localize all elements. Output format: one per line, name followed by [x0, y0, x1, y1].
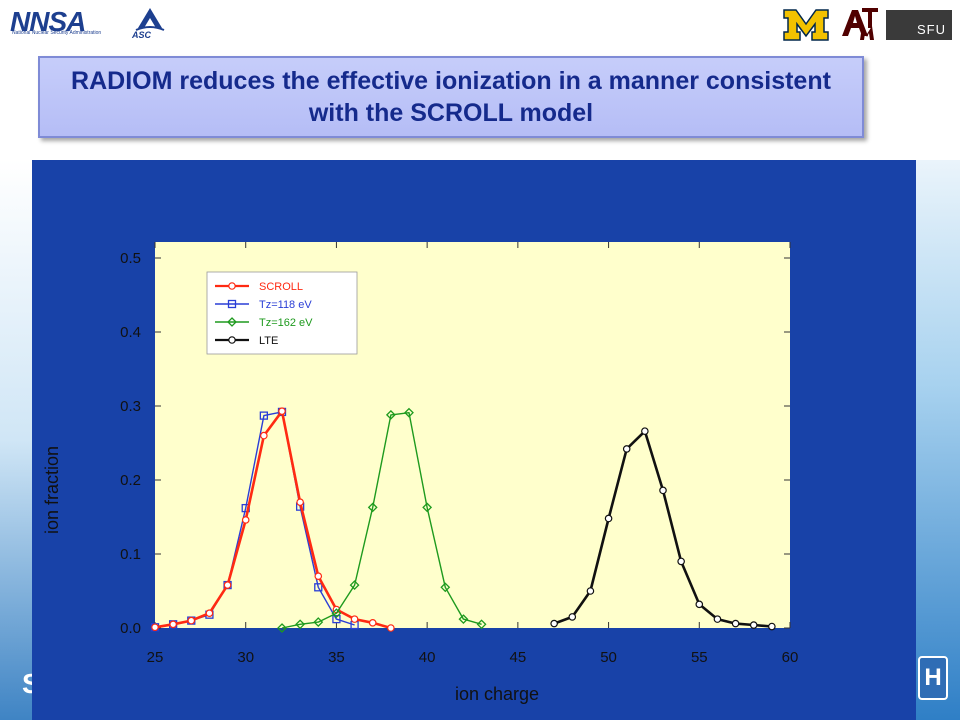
y-tick-label: 0.4 — [120, 324, 141, 341]
x-tick-label: 35 — [328, 649, 345, 666]
decoration-badge: H — [918, 656, 948, 700]
data-point — [241, 516, 250, 524]
data-point — [228, 336, 236, 344]
slide-title: RADIOM reduces the effective ionization … — [71, 67, 831, 127]
data-point — [568, 613, 577, 621]
legend-label: Tz=118 eV — [259, 299, 312, 311]
sfu-logo-text: SFU — [917, 22, 946, 37]
data-point — [659, 486, 667, 495]
left-decoration — [0, 160, 32, 720]
y-tick-label: 0.1 — [120, 546, 141, 563]
data-point — [151, 623, 159, 632]
data-point — [731, 619, 740, 628]
x-tick-label: 40 — [419, 649, 436, 666]
series-lte — [550, 427, 776, 631]
data-point — [695, 600, 704, 609]
data-point — [440, 582, 451, 593]
data-point — [223, 581, 232, 589]
data-point — [313, 617, 324, 627]
y-tick-label: 0.5 — [120, 250, 141, 267]
nnsa-logo-subtitle: National Nuclear Security Administration — [12, 30, 102, 36]
data-point — [332, 614, 341, 624]
data-point — [187, 616, 196, 625]
data-point — [277, 623, 287, 633]
data-point — [550, 619, 558, 628]
data-point — [458, 614, 469, 625]
x-tick-label: 25 — [147, 649, 164, 666]
data-point — [314, 572, 323, 581]
data-point — [259, 411, 269, 420]
data-point — [260, 431, 268, 440]
data-point — [385, 409, 396, 420]
data-point — [404, 407, 414, 418]
data-point — [295, 619, 306, 630]
ion-fraction-chart: 0.0 0.1 0.2 0.3 0.4 0.5 25 30 35 40 45 50 55 60 SCROL… — [42, 242, 799, 704]
x-axis-label: ion charge — [455, 684, 539, 704]
data-point — [768, 622, 776, 631]
title-box: RADIOM reduces the effective ionization … — [38, 56, 864, 138]
data-point — [749, 621, 758, 629]
texas-am-logo-icon — [842, 8, 878, 40]
sfu-logo: SFU — [886, 10, 952, 40]
legend-label: SCROLL — [259, 281, 303, 293]
data-point — [367, 502, 378, 513]
x-tick-label: 55 — [691, 649, 708, 666]
data-point — [368, 619, 377, 627]
data-point — [278, 407, 286, 415]
logo-bar: NNSA National Nuclear Security Administr… — [0, 0, 960, 48]
michigan-logo-icon — [783, 9, 829, 41]
y-tick-label: 0.0 — [120, 620, 141, 637]
nnsa-logo: NNSA — [10, 6, 86, 38]
y-tick-label: 0.3 — [120, 398, 141, 415]
data-point — [622, 445, 631, 453]
data-point — [227, 317, 237, 327]
legend-label: LTE — [259, 335, 278, 347]
asc-logo-label: ASC — [132, 30, 152, 40]
data-point — [677, 557, 685, 566]
data-point — [314, 583, 323, 592]
data-point — [350, 615, 359, 623]
right-decoration — [910, 160, 960, 720]
data-point — [169, 620, 177, 629]
data-point — [331, 608, 342, 619]
nnsa-logo-text: NNSA — [10, 6, 86, 37]
data-point — [713, 615, 722, 623]
legend-label: Tz=162 eV — [259, 317, 313, 329]
x-tick-label: 30 — [237, 649, 254, 666]
data-point — [641, 427, 649, 435]
data-point — [422, 502, 433, 513]
x-tick-label: 45 — [510, 649, 527, 666]
y-tick-label: 0.2 — [120, 472, 141, 489]
data-point — [227, 299, 237, 309]
x-tick-label: 60 — [782, 649, 799, 666]
asc-logo-icon — [135, 8, 165, 31]
data-point — [228, 282, 236, 290]
data-point — [349, 580, 360, 590]
y-axis-label: ion fraction — [42, 446, 62, 534]
series-tz-162-ev — [277, 407, 487, 633]
data-point — [604, 514, 613, 523]
chart-panel: 0.0 0.1 0.2 0.3 0.4 0.5 25 30 35 40 45 50 55 60 SCROL… — [32, 160, 916, 720]
data-point — [476, 619, 487, 630]
x-tick-label: 50 — [600, 649, 617, 666]
data-point — [205, 609, 214, 618]
data-point — [387, 624, 395, 632]
data-point — [586, 587, 595, 595]
data-point — [296, 498, 304, 507]
